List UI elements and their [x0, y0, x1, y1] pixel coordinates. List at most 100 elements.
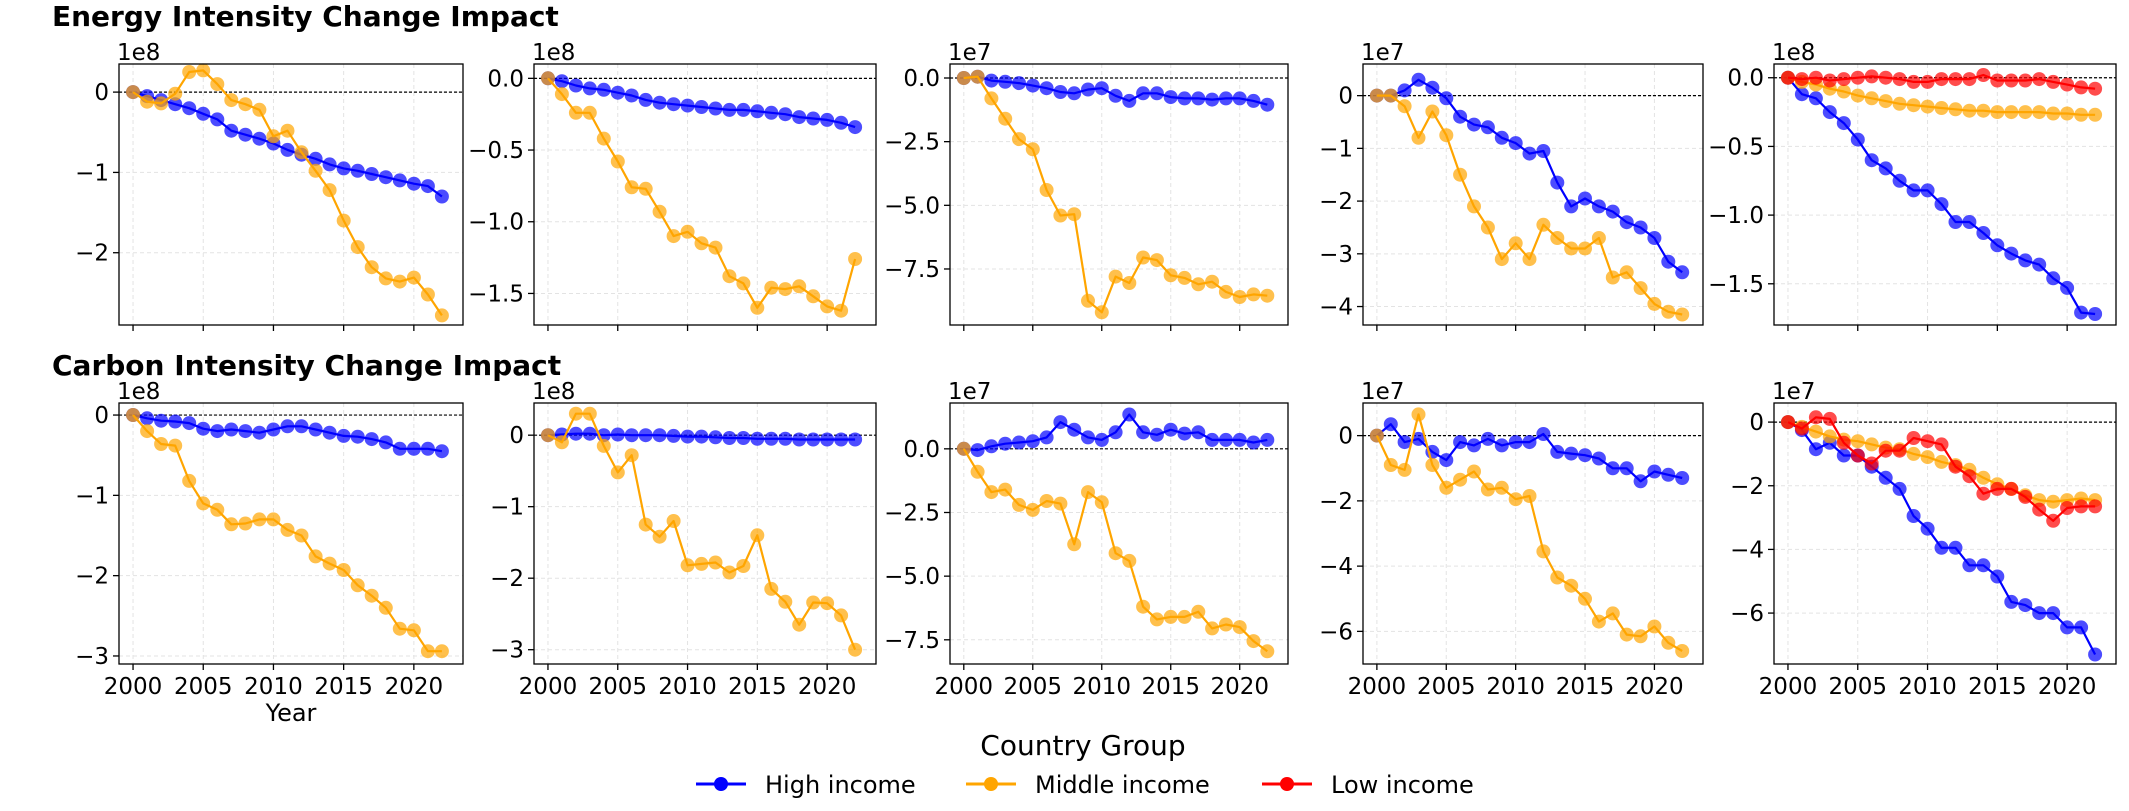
data-point [1218, 284, 1233, 299]
data-point [182, 416, 197, 431]
data-point [1962, 72, 1977, 87]
data-point [2004, 481, 2019, 496]
panel-r0-c3: 0 −1 −2 −3 −4 1e7 [1319, 40, 1704, 331]
data-point [708, 430, 723, 445]
data-point [834, 303, 849, 318]
series-high-income [541, 426, 863, 447]
x-tick-label: 2005 [1417, 674, 1476, 700]
data-point [778, 107, 793, 122]
data-point [998, 436, 1013, 451]
data-point [378, 435, 393, 450]
data-point [1067, 537, 1082, 552]
data-point [984, 439, 999, 454]
data-point [1878, 161, 1893, 176]
x-tick-label: 2020 [2038, 674, 2097, 700]
data-point [1564, 199, 1579, 214]
data-point [1067, 422, 1082, 437]
plot-frame [949, 63, 1289, 326]
data-point [1661, 635, 1676, 650]
legend-label-low-income: Low income [1331, 771, 1474, 799]
data-point [1177, 609, 1192, 624]
x-tick-label: 2010 [1898, 674, 1957, 700]
data-point [1948, 215, 1963, 229]
data-point [2060, 77, 2075, 92]
data-point [722, 269, 737, 284]
data-point [1494, 252, 1509, 267]
x-tick-label: 2015 [1141, 674, 1200, 700]
data-point [778, 594, 793, 609]
data-point [1397, 435, 1412, 450]
data-point [434, 308, 449, 323]
data-point [2032, 502, 2047, 517]
data-point [1467, 438, 1481, 453]
data-point [1522, 252, 1537, 267]
data-point [2004, 73, 2019, 88]
data-point [2060, 501, 2075, 515]
data-point [2032, 105, 2047, 120]
data-point [1892, 96, 1907, 111]
data-point [1397, 462, 1412, 477]
x-tick-label: 2020 [1210, 674, 1269, 700]
data-point [1246, 93, 1261, 108]
data-point [1383, 417, 1398, 432]
x-tick-label: 2005 [1828, 674, 1887, 700]
data-point [182, 101, 197, 116]
data-point [1494, 130, 1509, 145]
data-point [154, 413, 169, 428]
data-point [238, 424, 253, 439]
data-point [2088, 107, 2103, 122]
y-tick-label: 0 [1338, 424, 1353, 450]
data-point [568, 406, 583, 421]
x-tick-label: 2005 [588, 674, 647, 700]
data-point [2046, 513, 2061, 528]
data-point [1990, 73, 2005, 88]
x-tick-label: 2020 [798, 674, 857, 700]
panel-r1-c2: 0.0 −2.5 −5.0 −7.5 2000 2005 2010 2015 2020 1e7 [884, 379, 1289, 700]
data-point [736, 276, 751, 291]
data-point [1578, 448, 1592, 463]
axis-offset-text: 1e7 [948, 40, 991, 66]
data-point [1578, 241, 1592, 256]
data-point [1067, 207, 1082, 222]
data-point [1962, 469, 1977, 484]
data-point [1633, 281, 1648, 296]
data-point [378, 271, 393, 286]
data-point [750, 431, 765, 446]
x-tick-label: 2000 [935, 674, 994, 700]
data-point [406, 270, 421, 285]
data-point [1836, 116, 1851, 131]
data-point [2088, 81, 2103, 96]
data-point [140, 411, 155, 426]
panel-r1-c4: 0 −2 −4 −6 2000 2005 2010 2015 2020 1e7 [1730, 379, 2117, 700]
data-point [1976, 226, 1991, 240]
axis-offset-text: 1e7 [1361, 379, 1404, 405]
data-point [1892, 443, 1907, 458]
legend-label-middle-income: Middle income [1035, 771, 1210, 799]
data-point [1467, 199, 1481, 214]
data-point [1039, 81, 1054, 96]
y-tick-label: −7.5 [884, 628, 940, 654]
data-point [1550, 444, 1565, 459]
data-point [806, 432, 821, 447]
data-point [406, 176, 421, 191]
data-point [750, 104, 765, 119]
data-point [1260, 644, 1275, 659]
data-point [1906, 183, 1921, 198]
series-high-income [1781, 415, 2103, 662]
data-point [652, 529, 667, 544]
data-point [1962, 103, 1977, 118]
data-point [1480, 431, 1495, 446]
data-point [1934, 72, 1949, 87]
data-point [1480, 482, 1495, 497]
data-point [1453, 109, 1468, 124]
data-point [266, 422, 281, 437]
data-point [364, 260, 379, 275]
series-middle-income [126, 408, 449, 659]
data-point [224, 93, 239, 108]
row-title-energy: Energy Intensity Change Impact [52, 0, 559, 33]
data-point [680, 558, 695, 573]
data-point [1976, 486, 1991, 501]
data-point [1163, 422, 1178, 437]
data-point [322, 556, 337, 571]
series-low-income [1781, 68, 2103, 96]
